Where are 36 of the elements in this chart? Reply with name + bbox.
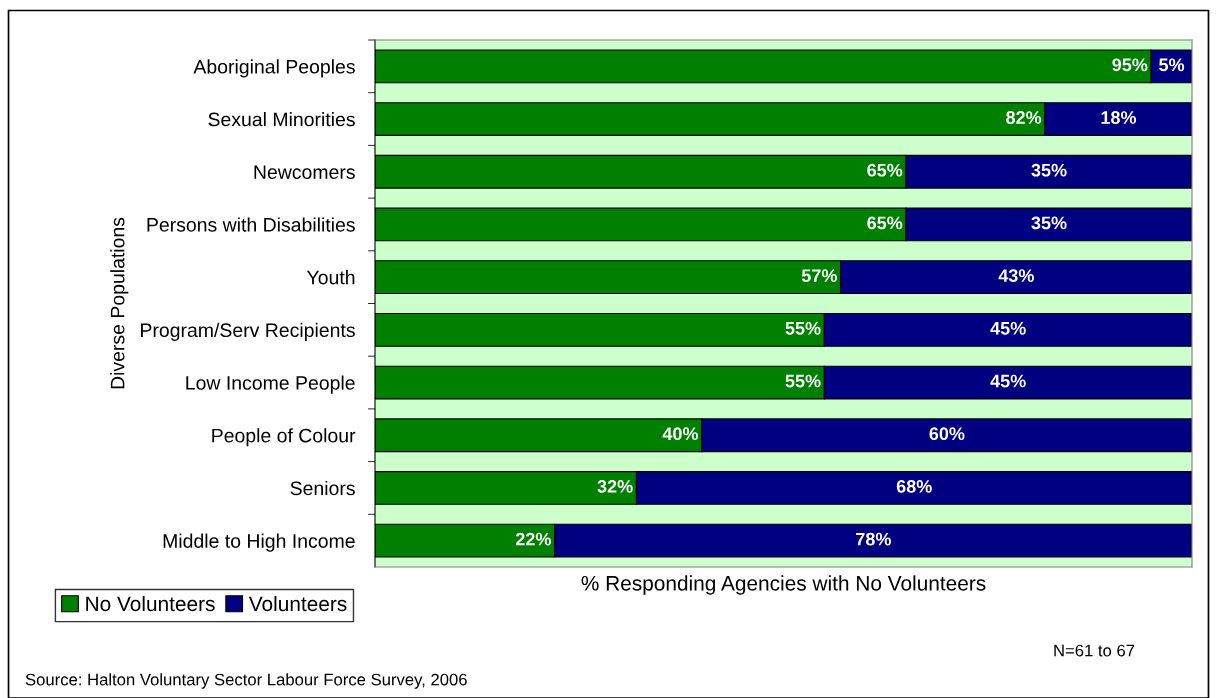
y-tick-label: Middle to High Income <box>163 533 355 552</box>
y-tick-label: Persons with Disabilities <box>147 217 355 232</box>
y-axis-title: Diverse Populations <box>110 217 129 389</box>
y-tick-label: Newcomers <box>254 165 355 179</box>
y-tick-label: Program/Serv Recipients <box>141 322 355 341</box>
data-label: 65% <box>867 216 903 230</box>
data-label: 57% <box>801 269 837 282</box>
y-tick-label: People of Colour <box>212 428 356 447</box>
data-label: 43% <box>998 269 1034 283</box>
data-label: 18% <box>1101 111 1137 124</box>
source-note: Source: Halton Voluntary Sector Labour Force Survey, 2006 <box>25 673 467 689</box>
y-tick-label: Sexual Minorities <box>208 112 355 127</box>
data-label: 60% <box>929 427 965 441</box>
legend-label: Volunteers <box>248 595 347 612</box>
data-label: 5% <box>1159 58 1185 72</box>
data-label: 95% <box>1112 58 1148 72</box>
y-tick-label: Aboriginal Peoples <box>193 59 355 78</box>
y-tick-label: Seniors <box>290 480 355 496</box>
data-label: 40% <box>662 427 699 441</box>
data-label: 32% <box>597 480 633 493</box>
text: N=61 to 67 <box>1054 644 1135 657</box>
data-label: 65% <box>867 163 903 177</box>
data-label: 35% <box>1031 216 1067 230</box>
y-tick-label: Low Income People <box>186 375 355 394</box>
data-label: 68% <box>896 480 932 493</box>
data-label: 78% <box>856 532 891 546</box>
data-label: 35% <box>1031 163 1067 177</box>
x-axis-title: % Responding Agencies with No Volunteers <box>581 575 986 595</box>
legend-label: No Volunteers <box>86 595 215 612</box>
data-label: 55% <box>785 321 821 335</box>
data-label: 22% <box>515 532 551 546</box>
y-tick-label: Youth <box>306 270 355 285</box>
data-label: 45% <box>990 321 1026 335</box>
data-label: 55% <box>785 374 821 388</box>
data-label: 82% <box>1006 111 1042 124</box>
data-label: 45% <box>990 374 1026 388</box>
